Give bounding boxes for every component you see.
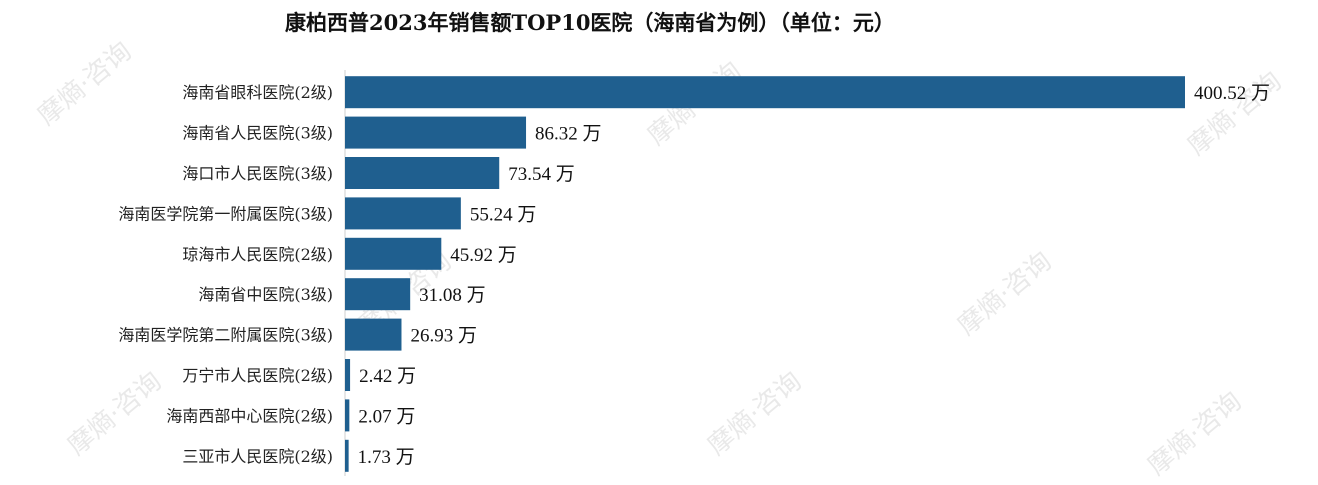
watermark-text-5: 摩熵·咨询 (62, 366, 167, 461)
bar-5 (345, 278, 411, 311)
category-label-5: 海南省中医院(3级) (198, 285, 333, 304)
value-label-7: 2.42 万 (359, 366, 416, 387)
bar-1 (345, 116, 527, 149)
category-label-6: 海南医学院第二附属医院(3级) (118, 326, 333, 345)
bar-2 (345, 157, 500, 189)
value-label-5: 31.08 万 (419, 285, 486, 306)
category-label-2: 海口市人民医院(3级) (182, 164, 333, 183)
value-label-4: 45.92 万 (450, 245, 517, 266)
value-label-6: 26.93 万 (410, 326, 477, 347)
bar-6 (345, 318, 402, 351)
category-label-0: 海南省眼科医院(2级) (182, 83, 333, 102)
bar-4 (345, 237, 442, 270)
value-label-9: 1.73 万 (358, 447, 415, 468)
watermark-text-4: 摩熵·咨询 (1182, 66, 1287, 161)
value-label-3: 55.24 万 (470, 204, 537, 225)
bar-7 (345, 359, 351, 391)
watermark-text-7: 摩熵·咨询 (1142, 386, 1247, 481)
value-label-8: 2.07 万 (358, 406, 415, 427)
category-labels-group: 海南省眼科医院(2级) 海南省人民医院(3级) 海口市人民医院(3级) 海南医学院第一… (118, 83, 333, 466)
category-label-8: 海南西部中心医院(2级) (166, 406, 333, 425)
value-label-0: 400.52 万 (1194, 83, 1270, 104)
category-label-1: 海南省人民医院(3级) (182, 124, 333, 143)
chart-title: 康柏西普2023年销售额TOP10医院（海南省为例）（单位：元） (285, 10, 895, 35)
watermark-text-3: 摩熵·咨询 (952, 246, 1057, 341)
value-labels-group: 400.52 万 86.32 万 73.54 万 55.24 万 45.92 万 31.0… (358, 83, 1270, 468)
bar-9 (345, 439, 349, 472)
category-label-3: 海南医学院第一附属医院(3级) (118, 204, 333, 223)
category-label-4: 琼海市人民医院(2级) (182, 245, 333, 264)
value-label-2: 73.54 万 (508, 164, 575, 185)
watermark-text-0: 摩熵·咨询 (32, 36, 137, 131)
category-label-7: 万宁市人民医院(2级) (182, 366, 333, 385)
category-label-9: 三亚市人民医院(2级) (182, 447, 333, 466)
bar-3 (345, 197, 461, 230)
value-label-1: 86.32 万 (535, 124, 602, 145)
bar-0 (345, 76, 1185, 109)
bars-group (345, 76, 1185, 472)
watermark-text-6: 摩熵·咨询 (702, 366, 807, 461)
bar-8 (345, 399, 350, 432)
